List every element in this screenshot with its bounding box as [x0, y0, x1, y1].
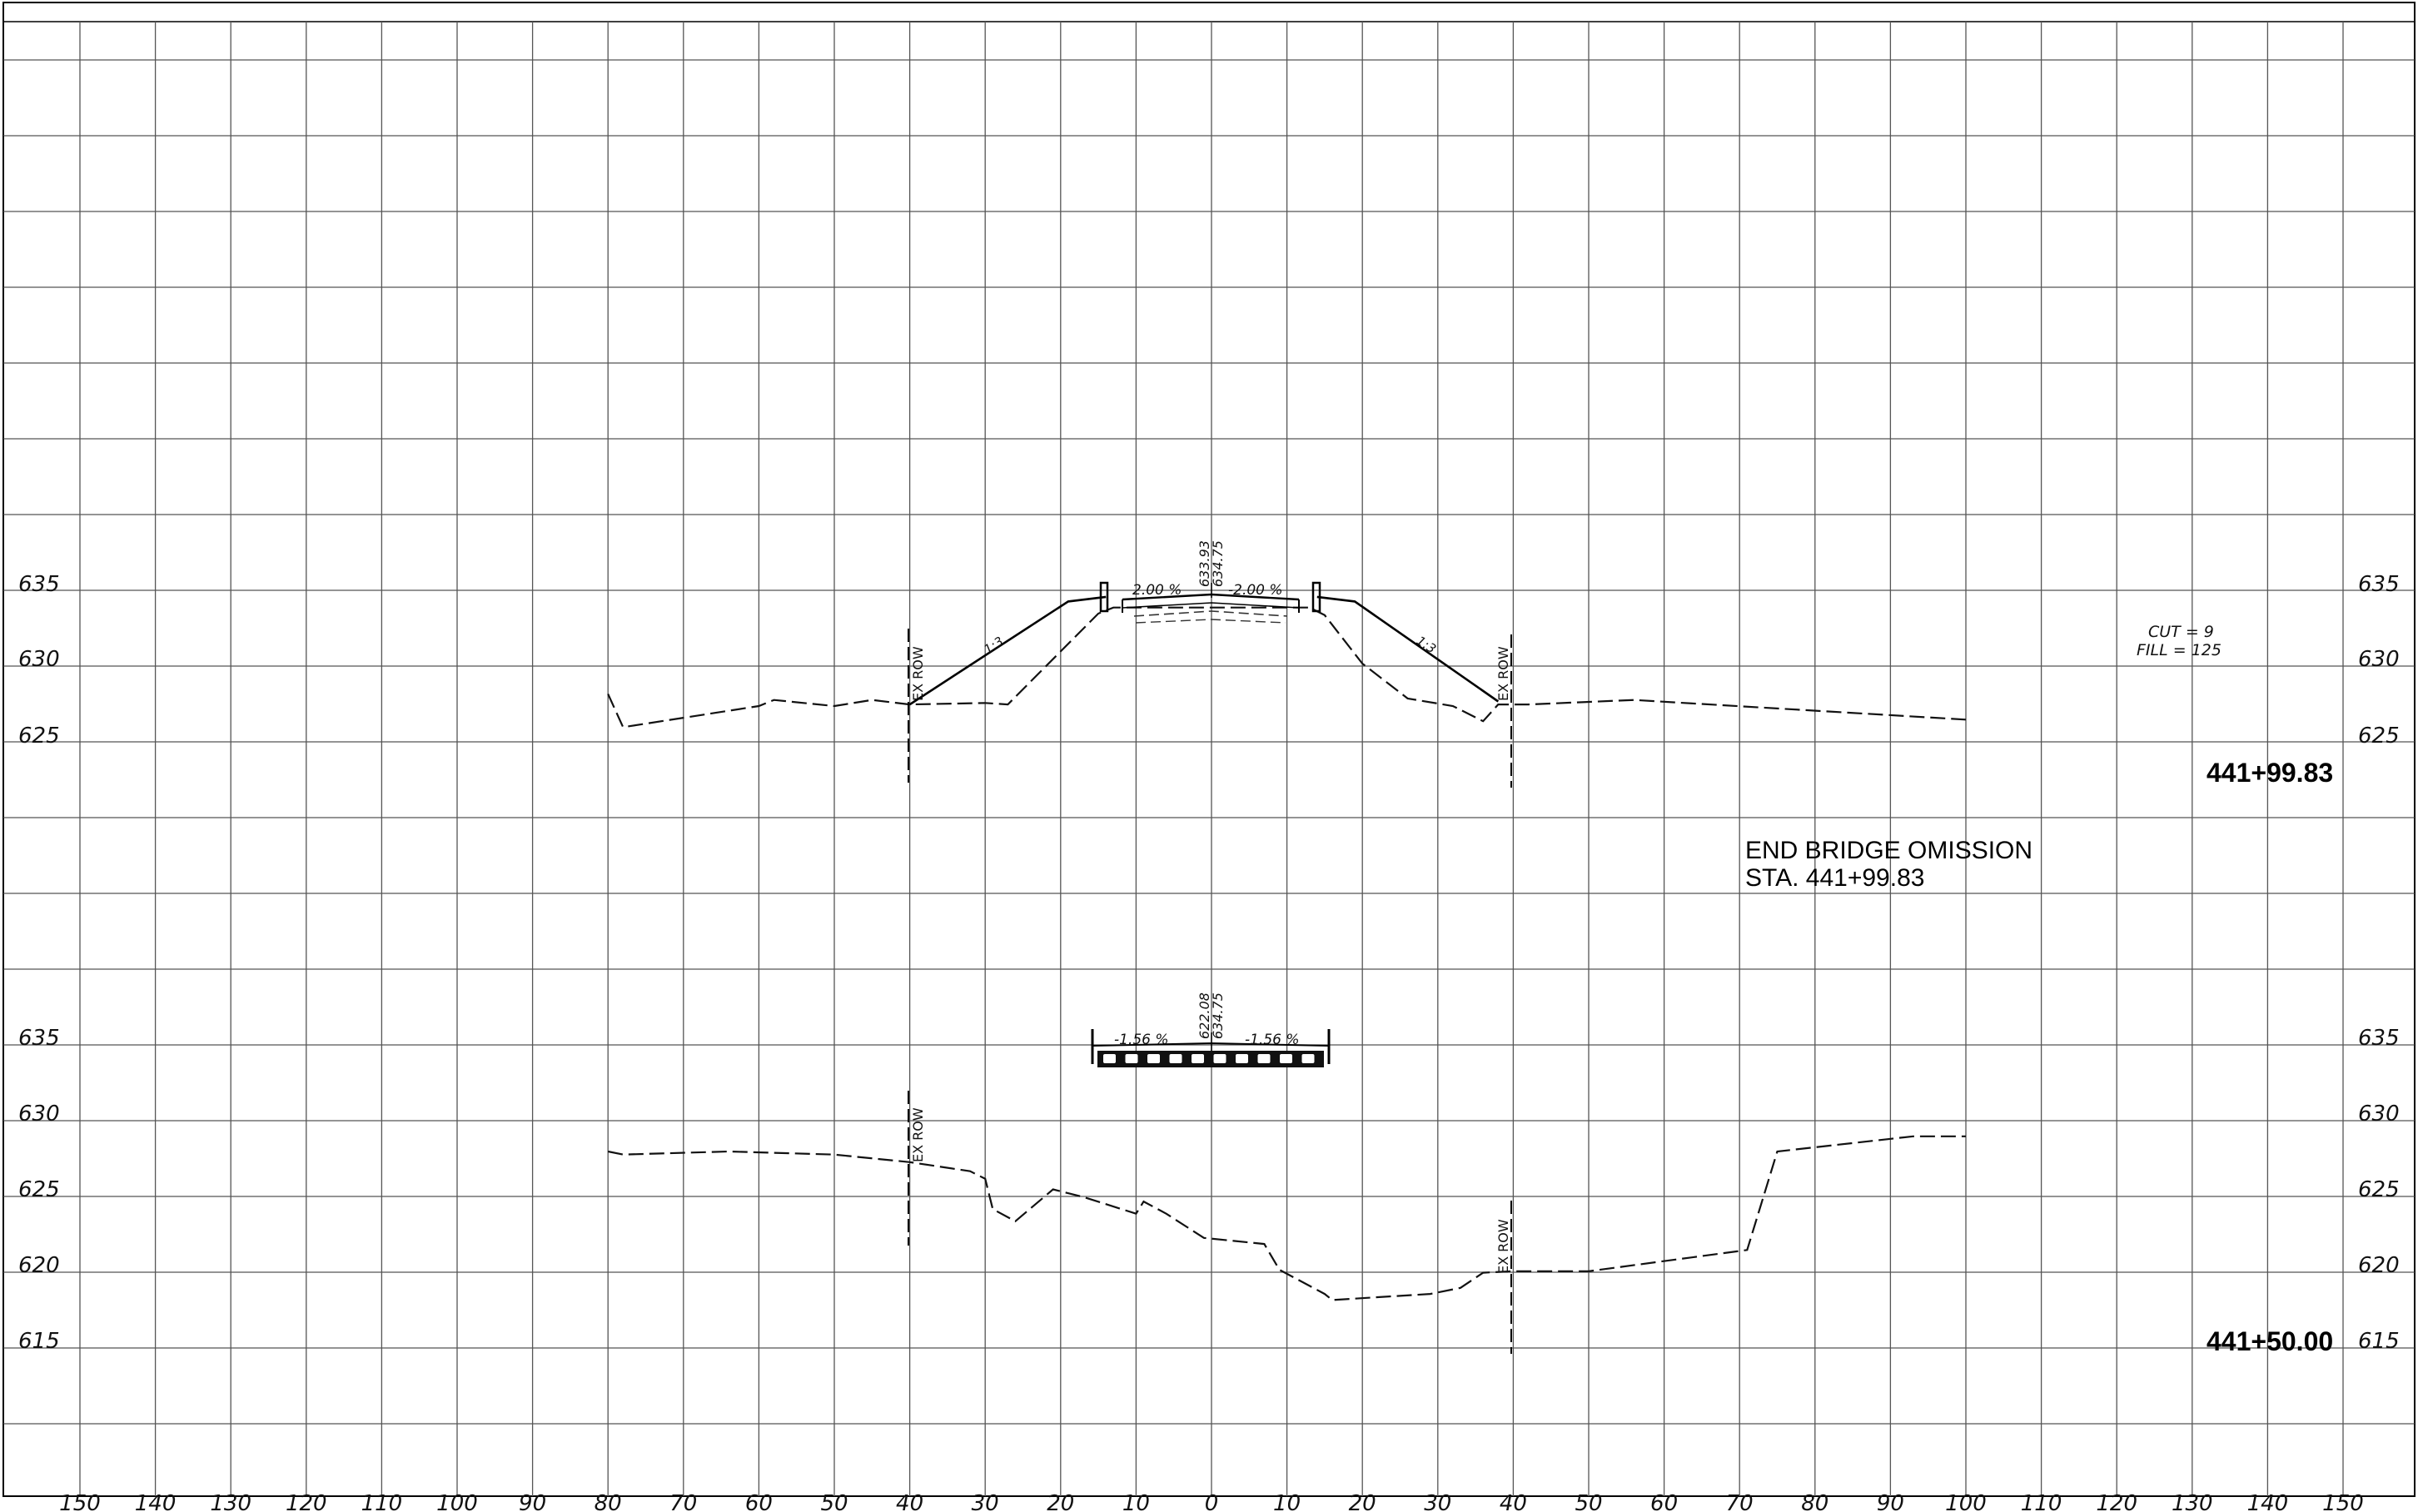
s1-elev-right-2: 625	[2358, 724, 2400, 749]
x-tick-label: 120	[2096, 1491, 2137, 1512]
end-bridge-omission-note: END BRIDGE OMISSION STA. 441+99.83	[1745, 837, 2032, 892]
box-beam-void	[1125, 1054, 1138, 1063]
s2-elev-left-1: 630	[18, 1102, 60, 1127]
s1-elev-left-2: 625	[18, 724, 60, 749]
box-beam-void	[1147, 1054, 1160, 1063]
box-beam-void	[1257, 1054, 1271, 1063]
box-beam-void	[1103, 1054, 1116, 1063]
row-label-right: EX ROW	[1495, 646, 1511, 701]
crown-elevation-1: 622.08	[1197, 992, 1212, 1039]
bridge-deck	[1091, 1029, 1331, 1067]
box-beam-void	[1213, 1054, 1226, 1063]
s2-elev-left-4: 615	[18, 1329, 60, 1354]
x-tick-label: 60	[1650, 1491, 1678, 1512]
x-tick-label: 90	[1877, 1491, 1904, 1512]
s1-elev-right-1: 630	[2358, 647, 2400, 672]
box-beam-void	[1192, 1054, 1204, 1063]
note-line-2: STA. 441+99.83	[1745, 864, 1924, 892]
x-tick-label: 120	[286, 1491, 327, 1512]
section1-elevation-labels: 635 630 625 635 630 625	[18, 572, 2400, 749]
proposed-slope-left	[908, 595, 1107, 706]
slope-left-label: -1.56 %	[1114, 1032, 1169, 1048]
x-tick-label: 110	[361, 1491, 403, 1512]
s1-elev-left-1: 630	[18, 647, 60, 672]
x-tick-label: 150	[59, 1491, 101, 1512]
s2-elev-right-3: 620	[2358, 1253, 2400, 1278]
note-line-1: END BRIDGE OMISSION	[1745, 837, 2032, 864]
box-beams	[1103, 1054, 1315, 1063]
x-tick-label: 60	[745, 1491, 773, 1512]
x-tick-label: 50	[820, 1491, 848, 1512]
x-tick-label: 10	[1122, 1491, 1150, 1512]
row-label-left: EX ROW	[910, 1107, 926, 1162]
row-label-left: EX ROW	[910, 646, 926, 701]
s1-elev-left-0: 635	[18, 572, 60, 597]
section-441-99-83: 2.00 % -2.00 % 633.93 634.75 1:3 1:3 EX …	[607, 540, 2333, 788]
x-tick-label: 90	[519, 1491, 546, 1512]
x-tick-label: 140	[135, 1491, 177, 1512]
x-tick-label: 50	[1575, 1491, 1602, 1512]
crown-elevation-1: 633.93	[1197, 540, 1212, 587]
proposed-slope-right	[1316, 595, 1500, 703]
slope-right-label: -1.56 %	[1245, 1032, 1300, 1048]
x-tick-label: 20	[1047, 1491, 1074, 1512]
x-tick-label: 80	[1801, 1491, 1828, 1512]
existing-ground-line	[607, 1135, 1966, 1301]
x-tick-label: 30	[972, 1491, 999, 1512]
cut-quantity: CUT = 9	[2148, 623, 2214, 641]
s2-elev-right-0: 635	[2358, 1026, 2400, 1051]
fill-quantity: FILL = 125	[2137, 641, 2221, 659]
x-tick-label: 100	[436, 1491, 478, 1512]
roadway-deck	[1099, 581, 1321, 624]
box-beam-void	[1236, 1054, 1248, 1063]
section-441-50-00: -1.56 % -1.56 % 622.08 634.75 EX ROW EX …	[607, 992, 2333, 1356]
x-tick-label: 0	[1205, 1491, 1219, 1512]
x-tick-label: 40	[1500, 1491, 1527, 1512]
x-tick-label: 140	[2247, 1491, 2289, 1512]
x-tick-label: 10	[1273, 1491, 1301, 1512]
side-slope-right-label: 1:3	[1414, 633, 1439, 656]
x-tick-label: 40	[896, 1491, 923, 1512]
station-label-upper: 441+99.83	[2207, 758, 2333, 788]
box-beam-void	[1169, 1054, 1182, 1063]
s2-elev-left-0: 635	[18, 1026, 60, 1051]
crown-elevation-2: 634.75	[1210, 540, 1226, 587]
crown-elevation-2: 634.75	[1210, 992, 1226, 1039]
x-tick-label: 20	[1349, 1491, 1376, 1512]
s2-elev-left-2: 625	[18, 1177, 60, 1202]
station-label-lower: 441+50.00	[2207, 1326, 2333, 1356]
s2-elev-right-1: 630	[2358, 1102, 2400, 1127]
slope-left-label: 2.00 %	[1132, 582, 1182, 599]
s2-elev-right-4: 615	[2358, 1329, 2400, 1354]
x-tick-label: 70	[669, 1491, 697, 1512]
x-axis-ticks: 150 140 130 120 110 100 90 80 70 60 50 40 30 20 10 0 10 2…	[59, 1491, 2364, 1512]
x-tick-label: 70	[1726, 1491, 1754, 1512]
x-tick-label: 130	[210, 1491, 251, 1512]
s2-elev-left-3: 620	[18, 1253, 60, 1278]
x-tick-label: 150	[2322, 1491, 2364, 1512]
x-tick-label: 30	[1424, 1491, 1451, 1512]
x-tick-label: 100	[1945, 1491, 1987, 1512]
existing-ground-line	[607, 606, 1967, 729]
s2-elev-right-2: 625	[2358, 1177, 2400, 1202]
slope-right-label: -2.00 %	[1228, 582, 1283, 599]
box-beam-void	[1301, 1054, 1315, 1063]
box-beam-void	[1280, 1054, 1292, 1063]
x-tick-label: 80	[595, 1491, 622, 1512]
s1-elev-right-0: 635	[2358, 572, 2400, 597]
section2-elevation-labels: 635 630 625 620 615 635 630 625 620 615	[18, 1026, 2400, 1354]
row-label-right: EX ROW	[1495, 1219, 1511, 1274]
x-tick-label: 110	[2021, 1491, 2062, 1512]
x-tick-label: 130	[2172, 1491, 2213, 1512]
